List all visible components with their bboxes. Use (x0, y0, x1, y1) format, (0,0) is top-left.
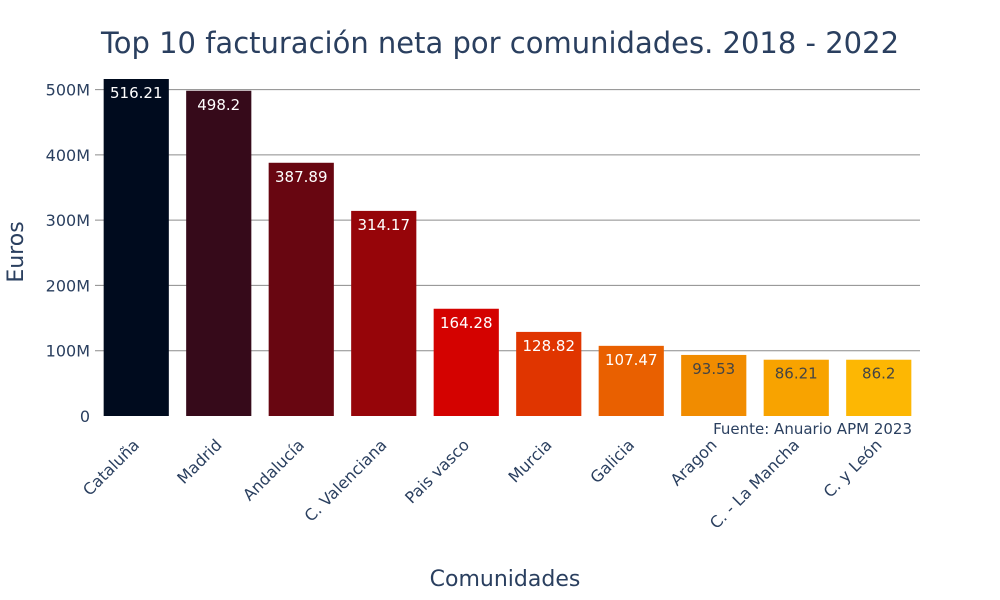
bar-value-label: 93.53 (692, 360, 735, 378)
bar-value-label: 387.89 (275, 168, 328, 186)
bar (516, 331, 582, 416)
bar-value-label: 128.82 (523, 337, 576, 355)
x-tick-label: Galicia (586, 435, 638, 487)
bar-value-label: 164.28 (440, 314, 493, 332)
bar-value-label: 86.2 (862, 365, 895, 383)
bar-value-label: 86.21 (775, 365, 818, 383)
bar (681, 354, 747, 416)
bar-value-label: 314.17 (358, 216, 411, 234)
chart-title: Top 10 facturación neta por comunidades.… (100, 26, 899, 60)
bar (763, 359, 829, 416)
bars (103, 79, 912, 416)
y-tick-label: 500M (46, 81, 90, 100)
y-tick-label: 300M (46, 211, 90, 230)
x-tick-label: Andalucía (239, 435, 308, 504)
bar (846, 359, 912, 416)
x-tick-label: Murcia (505, 435, 556, 486)
x-tick-label: Madrid (173, 435, 225, 487)
y-axis-title: Euros (4, 221, 29, 282)
x-tick-label: C. - La Mancha (706, 435, 803, 532)
bar (433, 308, 499, 416)
bar (186, 90, 252, 416)
y-tick-label: 200M (46, 276, 90, 295)
y-tick-label: 400M (46, 146, 90, 165)
x-tick-label: C. y León (820, 435, 886, 501)
x-tick-label: C. Valenciana (301, 435, 391, 525)
bar (351, 210, 417, 416)
x-tick-label: Pais vasco (401, 435, 473, 507)
value-labels: 516.21 498.2 387.89 314.17 164.28 128.82 107.4… (110, 84, 895, 383)
x-axis-title: Comunidades (430, 567, 581, 592)
y-tick-label: 100M (46, 342, 90, 361)
source-annotation: Fuente: Anuario APM 2023 (713, 420, 912, 438)
bar (268, 162, 334, 416)
bar-value-label: 107.47 (605, 351, 658, 369)
x-tick-label: Aragon (667, 435, 721, 489)
y-axis-ticks: 0 100M 200M 300M 400M 500M (46, 81, 90, 426)
x-tick-label: Cataluña (79, 435, 143, 499)
bar-value-label: 498.2 (197, 96, 240, 114)
bar (103, 79, 169, 416)
y-tick-label: 0 (80, 407, 90, 426)
bar-value-label: 516.21 (110, 84, 163, 102)
bar (598, 345, 664, 416)
